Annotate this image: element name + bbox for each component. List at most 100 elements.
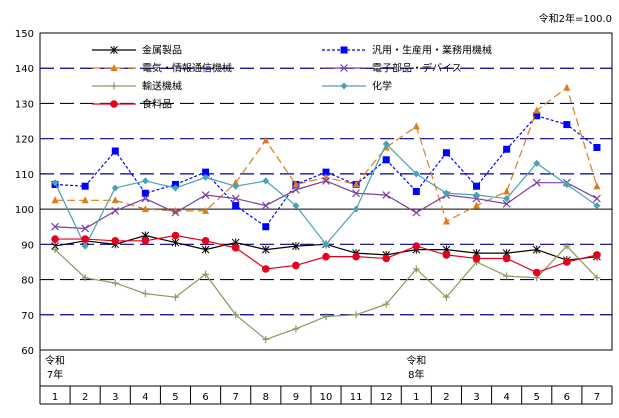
data-point: [502, 199, 511, 208]
data-point: [110, 100, 118, 108]
data-point: [202, 206, 210, 214]
data-point: [111, 184, 119, 192]
grid-lines: [40, 67, 612, 316]
data-point: [81, 196, 89, 204]
data-point: [382, 254, 391, 263]
legend-entry: 電子部品・デバイス: [322, 62, 462, 75]
data-point: [442, 251, 451, 259]
data-point: [352, 189, 361, 198]
data-point: [202, 270, 210, 278]
data-point: [340, 64, 348, 72]
data-point: [231, 194, 240, 203]
data-point: [502, 254, 511, 263]
series-line: [55, 86, 598, 223]
data-point-stroke: [322, 177, 330, 185]
data-point: [232, 311, 240, 319]
data-point-stroke: [593, 194, 601, 203]
y-tick-label: 90: [21, 240, 34, 251]
data-point: [322, 252, 330, 261]
data-point: [171, 231, 180, 240]
x-tick-label: 6: [202, 392, 208, 403]
y-tick-label: 100: [15, 205, 34, 216]
x-tick-label: 8: [263, 392, 269, 403]
data-point: [563, 121, 571, 129]
data-point: [563, 180, 571, 188]
data-point: [503, 145, 511, 153]
data-point: [593, 194, 601, 203]
data-point: [532, 268, 541, 277]
x-tick-label: 4: [142, 392, 148, 403]
x-tick-label: 2: [82, 392, 88, 403]
data-point: [412, 242, 421, 250]
data-point: [412, 188, 420, 195]
data-point: [291, 185, 300, 194]
data-point: [292, 180, 300, 188]
data-point: [473, 182, 481, 190]
data-point: [322, 177, 330, 185]
data-point: [81, 274, 89, 282]
legend-label: 食料品: [142, 98, 172, 111]
x-tick-label: 9: [293, 392, 299, 403]
y-tick-label: 130: [15, 99, 34, 110]
data-point: [171, 180, 179, 188]
data-point: [382, 191, 391, 199]
data-point: [261, 265, 270, 273]
x-tick-label: 12: [380, 392, 393, 403]
data-point: [81, 182, 89, 190]
y-tick-label: 120: [15, 135, 34, 146]
x-tick-label: 6: [564, 392, 570, 403]
legend-entry: 化学: [322, 80, 392, 93]
data-point-stroke: [81, 224, 90, 233]
data-point: [111, 279, 119, 287]
x-tick-label: 4: [503, 392, 509, 403]
data-point: [533, 106, 541, 114]
data-point: [111, 206, 120, 215]
data-point-stroke: [291, 185, 300, 194]
legend-label: 輸送機械: [142, 80, 182, 93]
data-point: [51, 246, 59, 254]
data-point: [171, 238, 180, 247]
data-point: [171, 184, 179, 192]
data-point: [81, 224, 90, 233]
era-label: 令和: [45, 354, 65, 367]
data-point: [533, 112, 541, 120]
data-point: [81, 242, 89, 250]
data-point: [171, 293, 179, 301]
data-point: [141, 189, 149, 197]
data-point: [111, 237, 120, 245]
legend-label: 化学: [372, 80, 392, 93]
data-point: [111, 147, 119, 155]
data-point: [262, 335, 270, 343]
data-point: [442, 217, 450, 225]
x-tick-label: 10: [320, 392, 333, 403]
data-point: [202, 168, 210, 176]
y-tick-label: 150: [15, 29, 34, 40]
data-point: [533, 159, 541, 167]
era-label: 令和: [406, 354, 426, 367]
data-point: [412, 265, 420, 273]
data-point: [593, 274, 601, 282]
data-point: [593, 182, 601, 190]
data-point: [232, 182, 240, 190]
x-tick-label: 2: [443, 392, 449, 403]
data-point: [352, 205, 360, 213]
series-line: [54, 142, 598, 248]
data-point-stroke: [502, 199, 511, 208]
series-group: [51, 83, 601, 343]
x-tick-label: 3: [112, 392, 118, 403]
data-point-stroke: [111, 206, 120, 215]
x-tick-label: 5: [534, 392, 540, 403]
data-point: [262, 177, 270, 185]
data-point: [442, 189, 450, 197]
data-point: [352, 252, 360, 261]
y-tick-label: 140: [15, 64, 34, 75]
x-tick-label: 5: [172, 392, 178, 403]
data-point: [201, 191, 210, 199]
data-point: [322, 313, 330, 321]
data-point: [340, 82, 348, 90]
legend-entry: 輸送機械: [92, 80, 182, 93]
data-point: [141, 205, 149, 213]
data-point: [473, 191, 481, 199]
